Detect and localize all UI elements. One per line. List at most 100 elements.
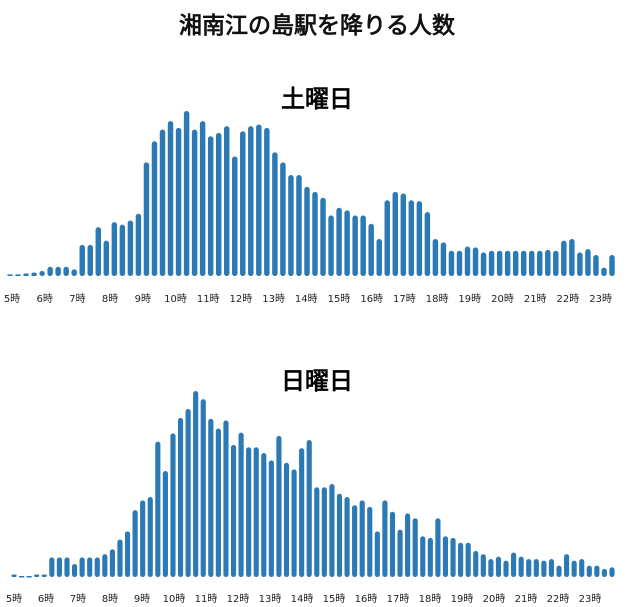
bar — [299, 448, 305, 577]
x-tick-label: 17時 — [387, 593, 410, 605]
x-tick-label: 13時 — [259, 593, 282, 605]
bar — [440, 242, 447, 276]
bar — [109, 549, 115, 577]
bar — [191, 129, 198, 276]
bar — [376, 238, 382, 276]
sunday-chart-svg: 日曜日 5時 6時 7時 8時 9時 10時 11時 12時 13時 14時 15時 16時 17時 18時… — [6, 367, 615, 605]
x-tick-label: 13時 — [262, 293, 285, 305]
saturday-chart: 土曜日 5時 6時 7時 8時 9時 10時 11時 12時 13時 14時 15時 16時 17時 18時… — [0, 76, 634, 312]
bar — [151, 141, 158, 276]
bar — [329, 484, 335, 577]
bar — [276, 435, 282, 577]
bar — [564, 554, 570, 577]
bar — [427, 537, 433, 577]
bar — [537, 250, 543, 276]
x-tick-label: 6時 — [37, 293, 53, 305]
bar — [456, 250, 463, 276]
bar — [533, 559, 539, 577]
bar — [389, 511, 396, 577]
bar — [529, 250, 535, 276]
bar — [223, 126, 230, 277]
bar — [143, 162, 150, 276]
bar — [272, 152, 278, 276]
bar — [306, 439, 312, 577]
bar — [503, 560, 509, 577]
bar — [246, 447, 252, 577]
bar — [223, 420, 229, 577]
bar — [397, 529, 403, 577]
bar — [117, 539, 123, 577]
x-tick-label: 16時 — [355, 593, 378, 605]
bar — [601, 568, 608, 577]
bar — [571, 560, 577, 577]
bar — [328, 215, 334, 276]
bar — [464, 246, 471, 276]
x-tick-label: 22時 — [557, 293, 580, 305]
bar — [34, 574, 40, 577]
bar — [367, 506, 373, 577]
bar — [7, 274, 13, 276]
bar — [264, 127, 270, 276]
bar — [177, 417, 184, 577]
bar — [71, 269, 77, 276]
bar — [261, 453, 267, 577]
bar — [392, 191, 399, 276]
bar — [518, 556, 524, 577]
bar — [230, 444, 237, 577]
bar — [79, 557, 85, 577]
bar — [450, 537, 456, 577]
bar — [124, 531, 131, 577]
x-tick-label: 12時 — [230, 293, 253, 305]
bar — [320, 197, 326, 276]
bar — [374, 531, 380, 577]
bar — [280, 162, 286, 276]
x-tick-label: 21時 — [524, 293, 547, 305]
bar — [556, 565, 562, 577]
x-tick-label: 14時 — [291, 593, 314, 605]
bar — [512, 250, 519, 276]
bar — [155, 441, 161, 577]
x-tick-label: 14時 — [295, 293, 318, 305]
bar — [95, 227, 102, 276]
bar — [480, 554, 486, 577]
x-tick-label: 21時 — [515, 593, 538, 605]
bar — [132, 510, 138, 577]
bar — [473, 550, 479, 577]
bar — [321, 487, 327, 577]
bar — [215, 132, 222, 276]
bar — [352, 505, 358, 577]
bar — [569, 238, 575, 276]
bar — [167, 121, 174, 276]
bar — [586, 565, 592, 577]
bar — [170, 433, 176, 577]
x-tick-label: 5時 — [4, 293, 20, 305]
bar — [94, 557, 100, 577]
bar — [175, 127, 182, 276]
bar — [579, 559, 585, 577]
bar — [102, 554, 108, 577]
bar — [256, 124, 262, 276]
sunday-subtitle: 日曜日 — [281, 367, 353, 395]
bar — [19, 576, 25, 578]
bar — [207, 136, 214, 276]
bar — [87, 557, 93, 577]
bar — [488, 250, 495, 276]
bar — [504, 250, 511, 276]
x-tick-label: 18時 — [419, 593, 442, 605]
bar — [511, 552, 517, 577]
bar — [162, 470, 168, 577]
bar — [448, 250, 455, 276]
bar — [352, 215, 358, 276]
x-tick-label: 11時 — [197, 293, 220, 305]
bar — [416, 201, 423, 276]
bar — [71, 563, 78, 577]
x-tick-label: 19時 — [451, 593, 474, 605]
bar — [26, 576, 32, 578]
bar — [609, 567, 615, 577]
bar — [140, 500, 146, 577]
bar — [288, 174, 294, 276]
bar — [601, 267, 607, 276]
bar — [594, 565, 600, 577]
bar — [200, 399, 206, 577]
bar — [232, 156, 238, 276]
